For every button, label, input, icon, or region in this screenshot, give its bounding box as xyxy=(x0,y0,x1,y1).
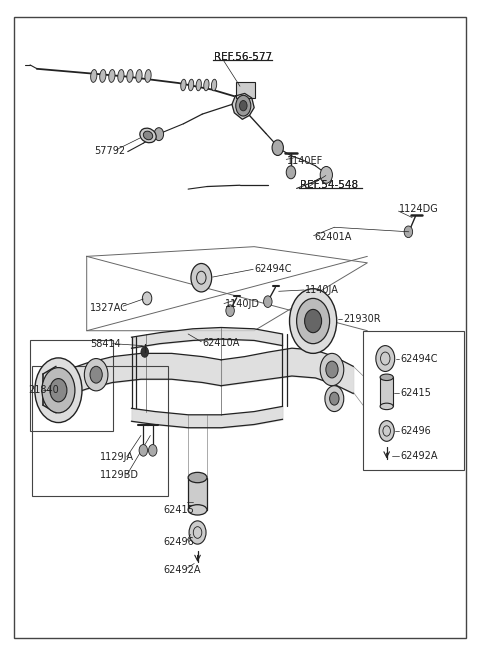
Ellipse shape xyxy=(380,374,393,381)
Circle shape xyxy=(191,263,212,292)
Ellipse shape xyxy=(109,69,115,83)
Text: 1327AC: 1327AC xyxy=(90,303,128,313)
Polygon shape xyxy=(232,94,254,119)
Text: 62492A: 62492A xyxy=(400,451,438,460)
Circle shape xyxy=(139,445,147,456)
Bar xyxy=(236,82,255,98)
Text: 1124DG: 1124DG xyxy=(399,204,439,214)
Circle shape xyxy=(264,296,272,307)
Circle shape xyxy=(42,367,75,413)
Ellipse shape xyxy=(211,79,216,91)
Ellipse shape xyxy=(188,505,207,515)
Circle shape xyxy=(50,379,67,402)
Text: 1129JA: 1129JA xyxy=(100,452,134,462)
Text: 58414: 58414 xyxy=(90,339,121,348)
Text: 21840: 21840 xyxy=(29,385,60,395)
Text: 62410A: 62410A xyxy=(202,338,240,348)
Text: 21930R: 21930R xyxy=(343,314,381,324)
Circle shape xyxy=(272,140,283,155)
Ellipse shape xyxy=(100,69,106,83)
Ellipse shape xyxy=(204,79,209,91)
Text: REF.56-577: REF.56-577 xyxy=(214,52,272,62)
Circle shape xyxy=(141,347,148,357)
Bar xyxy=(30,341,113,431)
Ellipse shape xyxy=(380,403,393,409)
Circle shape xyxy=(90,366,102,383)
Ellipse shape xyxy=(136,69,142,83)
Circle shape xyxy=(154,128,164,141)
Circle shape xyxy=(189,521,206,544)
Circle shape xyxy=(236,96,251,116)
Text: 1140JD: 1140JD xyxy=(225,299,260,309)
Ellipse shape xyxy=(144,131,153,140)
Circle shape xyxy=(84,358,108,391)
Ellipse shape xyxy=(196,79,202,91)
Ellipse shape xyxy=(127,69,133,83)
Text: 62496: 62496 xyxy=(164,537,194,547)
Text: 62401A: 62401A xyxy=(314,232,352,242)
Circle shape xyxy=(325,386,344,411)
Circle shape xyxy=(326,361,338,378)
Bar xyxy=(362,331,464,470)
Bar xyxy=(32,366,168,496)
Circle shape xyxy=(148,445,157,456)
Ellipse shape xyxy=(140,128,156,143)
Text: 62492A: 62492A xyxy=(164,565,201,575)
Bar xyxy=(380,377,393,406)
Circle shape xyxy=(297,299,330,344)
Circle shape xyxy=(379,421,394,441)
Ellipse shape xyxy=(189,79,194,91)
Circle shape xyxy=(320,353,344,386)
Circle shape xyxy=(305,309,322,333)
Text: 62496: 62496 xyxy=(400,426,431,436)
Circle shape xyxy=(330,392,339,405)
Text: 1140JA: 1140JA xyxy=(305,285,339,295)
Text: 1129BD: 1129BD xyxy=(100,470,139,480)
Ellipse shape xyxy=(145,69,151,83)
Circle shape xyxy=(143,292,152,305)
Circle shape xyxy=(286,166,296,179)
Circle shape xyxy=(226,305,234,316)
Text: 62494C: 62494C xyxy=(400,354,438,364)
Ellipse shape xyxy=(91,69,97,83)
Circle shape xyxy=(240,100,247,111)
Circle shape xyxy=(289,289,336,353)
Ellipse shape xyxy=(181,79,186,91)
Ellipse shape xyxy=(188,472,207,483)
Text: 62415: 62415 xyxy=(164,505,194,515)
Bar xyxy=(188,477,207,510)
Circle shape xyxy=(404,226,413,238)
Circle shape xyxy=(35,358,82,422)
Text: REF.56-577: REF.56-577 xyxy=(214,52,272,62)
Circle shape xyxy=(320,166,333,183)
Ellipse shape xyxy=(118,69,124,83)
Text: 1140EF: 1140EF xyxy=(287,156,324,166)
Text: 62415: 62415 xyxy=(400,388,431,398)
Text: REF.54-548: REF.54-548 xyxy=(300,180,359,190)
Circle shape xyxy=(376,346,395,371)
Text: REF.54-548: REF.54-548 xyxy=(300,180,359,190)
Text: 57792: 57792 xyxy=(94,146,125,156)
Text: 62494C: 62494C xyxy=(254,265,292,274)
